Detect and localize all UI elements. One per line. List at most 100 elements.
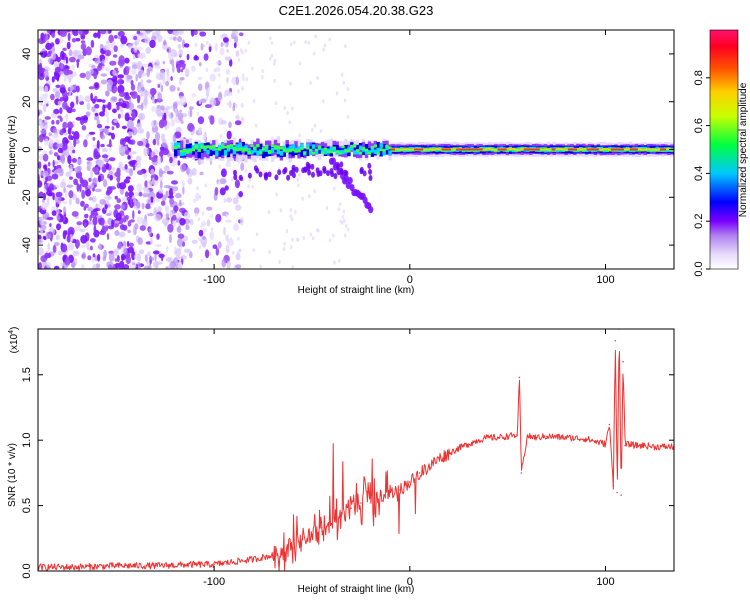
spectrogram-noise-blob xyxy=(38,135,44,143)
spectrogram-noise-blob xyxy=(148,256,152,261)
spectrogram-noise-blob xyxy=(159,180,163,190)
spectrogram-noise-blob xyxy=(106,186,113,195)
spectrogram-signal-cell xyxy=(291,148,295,152)
spectrogram-noise-blob xyxy=(39,67,46,73)
spectrogram-noise-blob xyxy=(137,210,141,215)
spectrogram-noise-blob xyxy=(127,131,134,137)
spectrogram-signal-cell xyxy=(300,143,304,148)
spectrogram-noise-blob xyxy=(225,68,231,75)
spectrogram-noise-blob xyxy=(56,223,61,231)
spectrogram-noise-blob xyxy=(273,58,277,63)
spectrogram-noise-blob xyxy=(197,217,201,222)
spectrogram-signal-cell xyxy=(267,150,272,154)
spectrogram-branch-blob xyxy=(238,174,243,181)
spectrogram-noise-blob xyxy=(93,148,98,158)
spectrogram-noise-blob xyxy=(317,228,320,233)
spectrogram-noise-blob xyxy=(146,260,150,266)
spectrogram-signal-cell xyxy=(320,151,325,155)
spectrogram-noise-blob xyxy=(312,51,316,56)
spectrogram-noise-blob xyxy=(55,38,60,45)
spectrogram-signal-cell xyxy=(326,148,330,153)
spectrogram-signal-cell xyxy=(259,143,263,153)
spectrogram-signal-cell xyxy=(288,148,292,152)
spectrogram-noise-blob xyxy=(165,213,170,219)
spectrogram-noise-blob xyxy=(179,199,182,205)
spectrogram-noise-blob xyxy=(162,60,166,65)
spectrogram-noise-blob xyxy=(342,209,346,214)
spectrogram-x-tick-label: -100 xyxy=(203,274,225,286)
spectrogram-signal-cell xyxy=(223,150,228,156)
spectrogram-noise-blob xyxy=(197,116,205,125)
spectrogram-signal-cell xyxy=(226,147,231,152)
spectrogram-noise-blob xyxy=(186,53,190,61)
spectrogram-noise-blob xyxy=(105,162,110,170)
spectrogram-noise-blob xyxy=(151,106,157,112)
spectrogram-noise-blob xyxy=(146,68,150,78)
spectrogram-noise-blob xyxy=(202,44,205,48)
snr-series-line xyxy=(38,349,674,571)
spectrogram-noise-blob xyxy=(177,87,180,92)
spectrogram-signal-cell xyxy=(244,147,248,152)
spectrogram-noise-blob xyxy=(131,68,137,75)
spectrogram-noise-blob xyxy=(122,264,130,269)
spectrogram-noise-blob xyxy=(85,133,89,140)
spectrogram-signal-cell xyxy=(370,146,375,149)
spectrogram-noise-blob xyxy=(244,168,248,173)
spectrogram-noise-blob xyxy=(218,85,221,90)
spectrogram-signal-cell xyxy=(221,144,225,148)
spectrogram-signal-cell xyxy=(185,144,190,151)
spectrogram-noise-blob xyxy=(119,92,126,97)
snr-y-tick-label: 0.0 xyxy=(21,563,33,578)
spectrogram-noise-blob xyxy=(81,179,89,188)
spectrogram-noise-blob xyxy=(238,191,243,198)
spectrogram-signal-cell xyxy=(188,149,193,152)
spectrogram-noise-blob xyxy=(182,186,185,195)
spectrogram-signal-cell xyxy=(485,148,489,150)
spectrogram-noise-blob xyxy=(252,99,256,104)
spectrogram-noise-blob xyxy=(95,263,100,269)
spectrogram-noise-blob xyxy=(240,162,245,171)
spectrogram-noise-blob xyxy=(62,137,69,146)
spectrogram-peak-cell xyxy=(456,148,470,151)
spectrogram-signal-cell xyxy=(179,149,184,153)
spectrogram-noise-blob xyxy=(156,30,161,37)
spectrogram-signal-cell xyxy=(285,149,289,153)
spectrogram-noise-blob xyxy=(154,174,159,181)
spectrogram-noise-blob xyxy=(114,204,121,210)
spectrogram-noise-blob xyxy=(231,250,235,255)
spectrogram-signal-cell xyxy=(276,145,281,150)
spectrogram-noise-blob xyxy=(96,123,103,129)
spectrogram-noise-blob xyxy=(289,81,292,86)
spectrogram-signal-cell xyxy=(491,149,495,151)
spectrogram-noise-blob xyxy=(104,110,109,118)
spectrogram-noise-blob xyxy=(112,69,117,76)
snr-data-point xyxy=(497,436,499,439)
spectrogram-noise-blob xyxy=(187,177,193,185)
spectrogram-noise-blob xyxy=(46,216,54,221)
spectrogram-signal-cell xyxy=(344,149,348,153)
spectrogram-noise-blob xyxy=(226,77,229,84)
spectrogram-signal-cell xyxy=(353,150,357,155)
spectrogram-branch-blob xyxy=(277,169,282,176)
snr-data-point xyxy=(213,563,215,566)
spectrogram-signal-cell xyxy=(223,146,228,149)
spectrogram-signal-cell xyxy=(270,144,275,147)
spectrogram-branch-blob xyxy=(310,163,315,170)
spectrogram-noise-blob xyxy=(193,30,198,36)
spectrogram-noise-blob xyxy=(68,49,73,57)
spectrogram-branch-blob xyxy=(322,165,327,172)
spectrogram-noise-blob xyxy=(53,241,60,247)
spectrogram-noise-blob xyxy=(52,192,55,201)
spectrogram-branch-blob xyxy=(311,171,315,178)
spectrogram-noise-blob xyxy=(237,236,240,241)
spectrogram-signal-cell xyxy=(364,150,369,155)
spectrogram-noise-blob xyxy=(227,239,234,247)
spectrogram-noise-blob xyxy=(235,104,238,108)
spectrogram-noise-blob xyxy=(261,69,265,74)
spectrogram-peak-cell xyxy=(523,148,540,151)
spectrogram-noise-blob xyxy=(92,253,96,258)
spectrogram-noise-blob xyxy=(51,32,56,38)
spectrogram-noise-blob xyxy=(240,116,244,121)
spectrogram-noise-blob xyxy=(228,121,232,129)
spectrogram-noise-blob xyxy=(177,225,182,233)
